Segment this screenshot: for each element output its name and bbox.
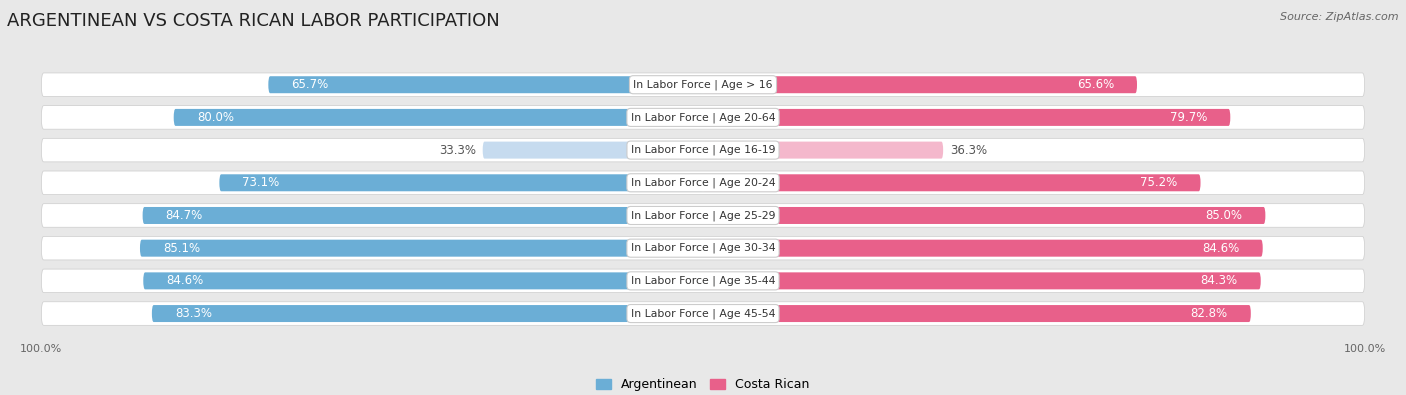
FancyBboxPatch shape xyxy=(141,240,703,257)
Text: 79.7%: 79.7% xyxy=(1170,111,1208,124)
FancyBboxPatch shape xyxy=(219,174,703,191)
Text: In Labor Force | Age 25-29: In Labor Force | Age 25-29 xyxy=(631,210,775,221)
Text: In Labor Force | Age 45-54: In Labor Force | Age 45-54 xyxy=(631,308,775,319)
Text: Source: ZipAtlas.com: Source: ZipAtlas.com xyxy=(1281,12,1399,22)
FancyBboxPatch shape xyxy=(703,174,1201,191)
Text: In Labor Force | Age 30-34: In Labor Force | Age 30-34 xyxy=(631,243,775,254)
Text: 80.0%: 80.0% xyxy=(197,111,233,124)
FancyBboxPatch shape xyxy=(41,138,1365,162)
Text: 83.3%: 83.3% xyxy=(174,307,212,320)
FancyBboxPatch shape xyxy=(703,207,1265,224)
FancyBboxPatch shape xyxy=(41,171,1365,195)
Text: In Labor Force | Age > 16: In Labor Force | Age > 16 xyxy=(633,79,773,90)
Text: 84.6%: 84.6% xyxy=(166,275,204,287)
FancyBboxPatch shape xyxy=(41,105,1365,129)
Text: In Labor Force | Age 35-44: In Labor Force | Age 35-44 xyxy=(631,276,775,286)
Text: 65.6%: 65.6% xyxy=(1077,78,1114,91)
Text: 85.1%: 85.1% xyxy=(163,242,200,255)
FancyBboxPatch shape xyxy=(142,207,703,224)
Text: 84.6%: 84.6% xyxy=(1202,242,1240,255)
Text: 84.3%: 84.3% xyxy=(1201,275,1237,287)
Text: 82.8%: 82.8% xyxy=(1191,307,1227,320)
FancyBboxPatch shape xyxy=(143,273,703,290)
FancyBboxPatch shape xyxy=(174,109,703,126)
FancyBboxPatch shape xyxy=(41,269,1365,293)
Legend: Argentinean, Costa Rican: Argentinean, Costa Rican xyxy=(592,373,814,395)
FancyBboxPatch shape xyxy=(482,141,703,159)
Text: ARGENTINEAN VS COSTA RICAN LABOR PARTICIPATION: ARGENTINEAN VS COSTA RICAN LABOR PARTICI… xyxy=(7,12,499,30)
Text: In Labor Force | Age 20-64: In Labor Force | Age 20-64 xyxy=(631,112,775,123)
FancyBboxPatch shape xyxy=(703,305,1251,322)
FancyBboxPatch shape xyxy=(152,305,703,322)
Text: 33.3%: 33.3% xyxy=(439,144,477,156)
FancyBboxPatch shape xyxy=(41,236,1365,260)
FancyBboxPatch shape xyxy=(41,204,1365,227)
Text: In Labor Force | Age 20-24: In Labor Force | Age 20-24 xyxy=(631,177,775,188)
Text: 75.2%: 75.2% xyxy=(1140,176,1177,189)
FancyBboxPatch shape xyxy=(703,76,1137,93)
FancyBboxPatch shape xyxy=(703,240,1263,257)
FancyBboxPatch shape xyxy=(703,141,943,159)
Text: 36.3%: 36.3% xyxy=(950,144,987,156)
Text: 84.7%: 84.7% xyxy=(166,209,202,222)
Text: 65.7%: 65.7% xyxy=(291,78,329,91)
FancyBboxPatch shape xyxy=(269,76,703,93)
FancyBboxPatch shape xyxy=(41,302,1365,325)
FancyBboxPatch shape xyxy=(41,73,1365,96)
FancyBboxPatch shape xyxy=(703,109,1230,126)
Text: In Labor Force | Age 16-19: In Labor Force | Age 16-19 xyxy=(631,145,775,155)
Text: 73.1%: 73.1% xyxy=(242,176,280,189)
Text: 85.0%: 85.0% xyxy=(1205,209,1243,222)
FancyBboxPatch shape xyxy=(703,273,1261,290)
